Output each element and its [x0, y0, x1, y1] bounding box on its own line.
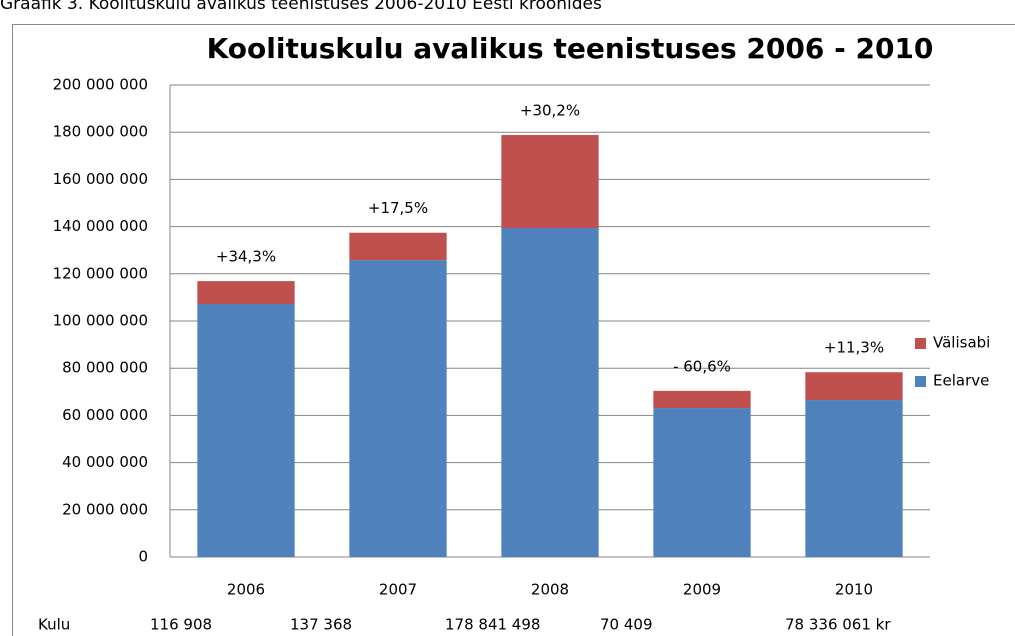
annotation: +34,3% — [216, 248, 276, 266]
chart-title: Koolituskulu avalikus teenistuses 2006 -… — [207, 32, 934, 65]
bar-segment — [197, 304, 295, 557]
row-value: 70 409 — [600, 616, 653, 634]
bar-segment — [349, 260, 447, 557]
bar-segment — [501, 228, 599, 558]
x-tick-label: 2006 — [227, 581, 265, 599]
row-value: 137 368 — [290, 616, 352, 634]
y-tick-label: 120 000 000 — [53, 264, 148, 282]
row-value: 78 336 061 kr — [785, 616, 891, 634]
x-tick-label: 2008 — [531, 581, 569, 599]
legend-swatch — [915, 338, 926, 349]
y-tick-label: 160 000 000 — [53, 170, 148, 188]
caption: Graafik 3. Koolituskulu avalikus teenist… — [0, 0, 602, 14]
x-tick-label: 2009 — [683, 581, 721, 599]
bar-segment — [805, 400, 903, 557]
bar-segment — [349, 232, 447, 261]
x-tick-label: 2007 — [379, 581, 417, 599]
y-tick-label: 20 000 000 — [62, 500, 148, 518]
annotation: +30,2% — [520, 102, 580, 120]
bar-segment — [197, 281, 295, 305]
y-tick-label: 40 000 000 — [62, 453, 148, 471]
y-tick-label: 60 000 000 — [62, 406, 148, 424]
row-label: Kulu — [38, 616, 70, 634]
row-value: 116 908 — [150, 616, 212, 634]
annotation: +11,3% — [824, 339, 884, 357]
y-tick-label: 100 000 000 — [53, 312, 148, 330]
y-tick-label: 80 000 000 — [62, 359, 148, 377]
bar-segment — [653, 390, 751, 409]
x-tick-label: 2010 — [835, 581, 873, 599]
chart-frame — [12, 24, 1015, 636]
bar-segment — [501, 135, 599, 229]
bar-segment — [653, 408, 751, 557]
legend-label: Välisabi — [933, 334, 990, 352]
y-tick-label: 0 — [138, 548, 148, 566]
legend-swatch — [915, 376, 926, 387]
bar-segment — [805, 372, 903, 401]
row-value: 178 841 498 — [445, 616, 540, 634]
y-tick-label: 180 000 000 — [53, 123, 148, 141]
y-tick-label: 140 000 000 — [53, 217, 148, 235]
legend-label: Eelarve — [933, 372, 989, 390]
y-tick-label: 200 000 000 — [53, 76, 148, 94]
annotation: - 60,6% — [673, 357, 731, 375]
annotation: +17,5% — [368, 199, 428, 217]
